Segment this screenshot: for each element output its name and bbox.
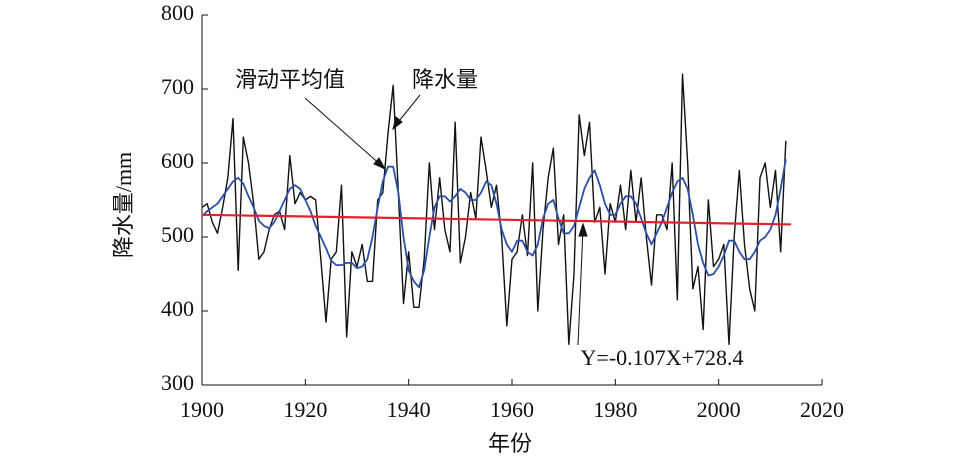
x-tick-label: 1920 bbox=[283, 397, 327, 422]
series-line bbox=[201, 159, 787, 289]
annotation: Y=-0.107X+728.4 bbox=[581, 345, 744, 370]
series-line bbox=[201, 73, 787, 345]
y-tick-label: 800 bbox=[161, 0, 194, 25]
x-tick-label: 1960 bbox=[490, 397, 534, 422]
x-tick-label: 1900 bbox=[180, 397, 224, 422]
arrow bbox=[304, 97, 383, 167]
arrow bbox=[577, 227, 584, 346]
y-tick-label: 500 bbox=[161, 222, 194, 247]
y-tick-label: 700 bbox=[161, 74, 194, 99]
y-tick-label: 400 bbox=[161, 296, 194, 321]
x-tick-label: 1940 bbox=[387, 397, 431, 422]
annotation: 降水量 bbox=[412, 67, 478, 92]
y-tick-label: 600 bbox=[161, 148, 194, 173]
trend-line bbox=[201, 213, 792, 226]
x-axis-label: 年份 bbox=[488, 431, 532, 456]
arrowhead bbox=[373, 157, 387, 171]
arrowhead bbox=[578, 222, 588, 237]
y-axis-label: 降水量/mm bbox=[111, 152, 136, 258]
x-tick-label: 1980 bbox=[593, 397, 637, 422]
y-tick-label: 300 bbox=[161, 370, 194, 395]
x-tick-label: 2000 bbox=[697, 397, 741, 422]
x-tick-label: 2020 bbox=[800, 397, 844, 422]
annotation: 滑动平均值 bbox=[235, 67, 345, 92]
